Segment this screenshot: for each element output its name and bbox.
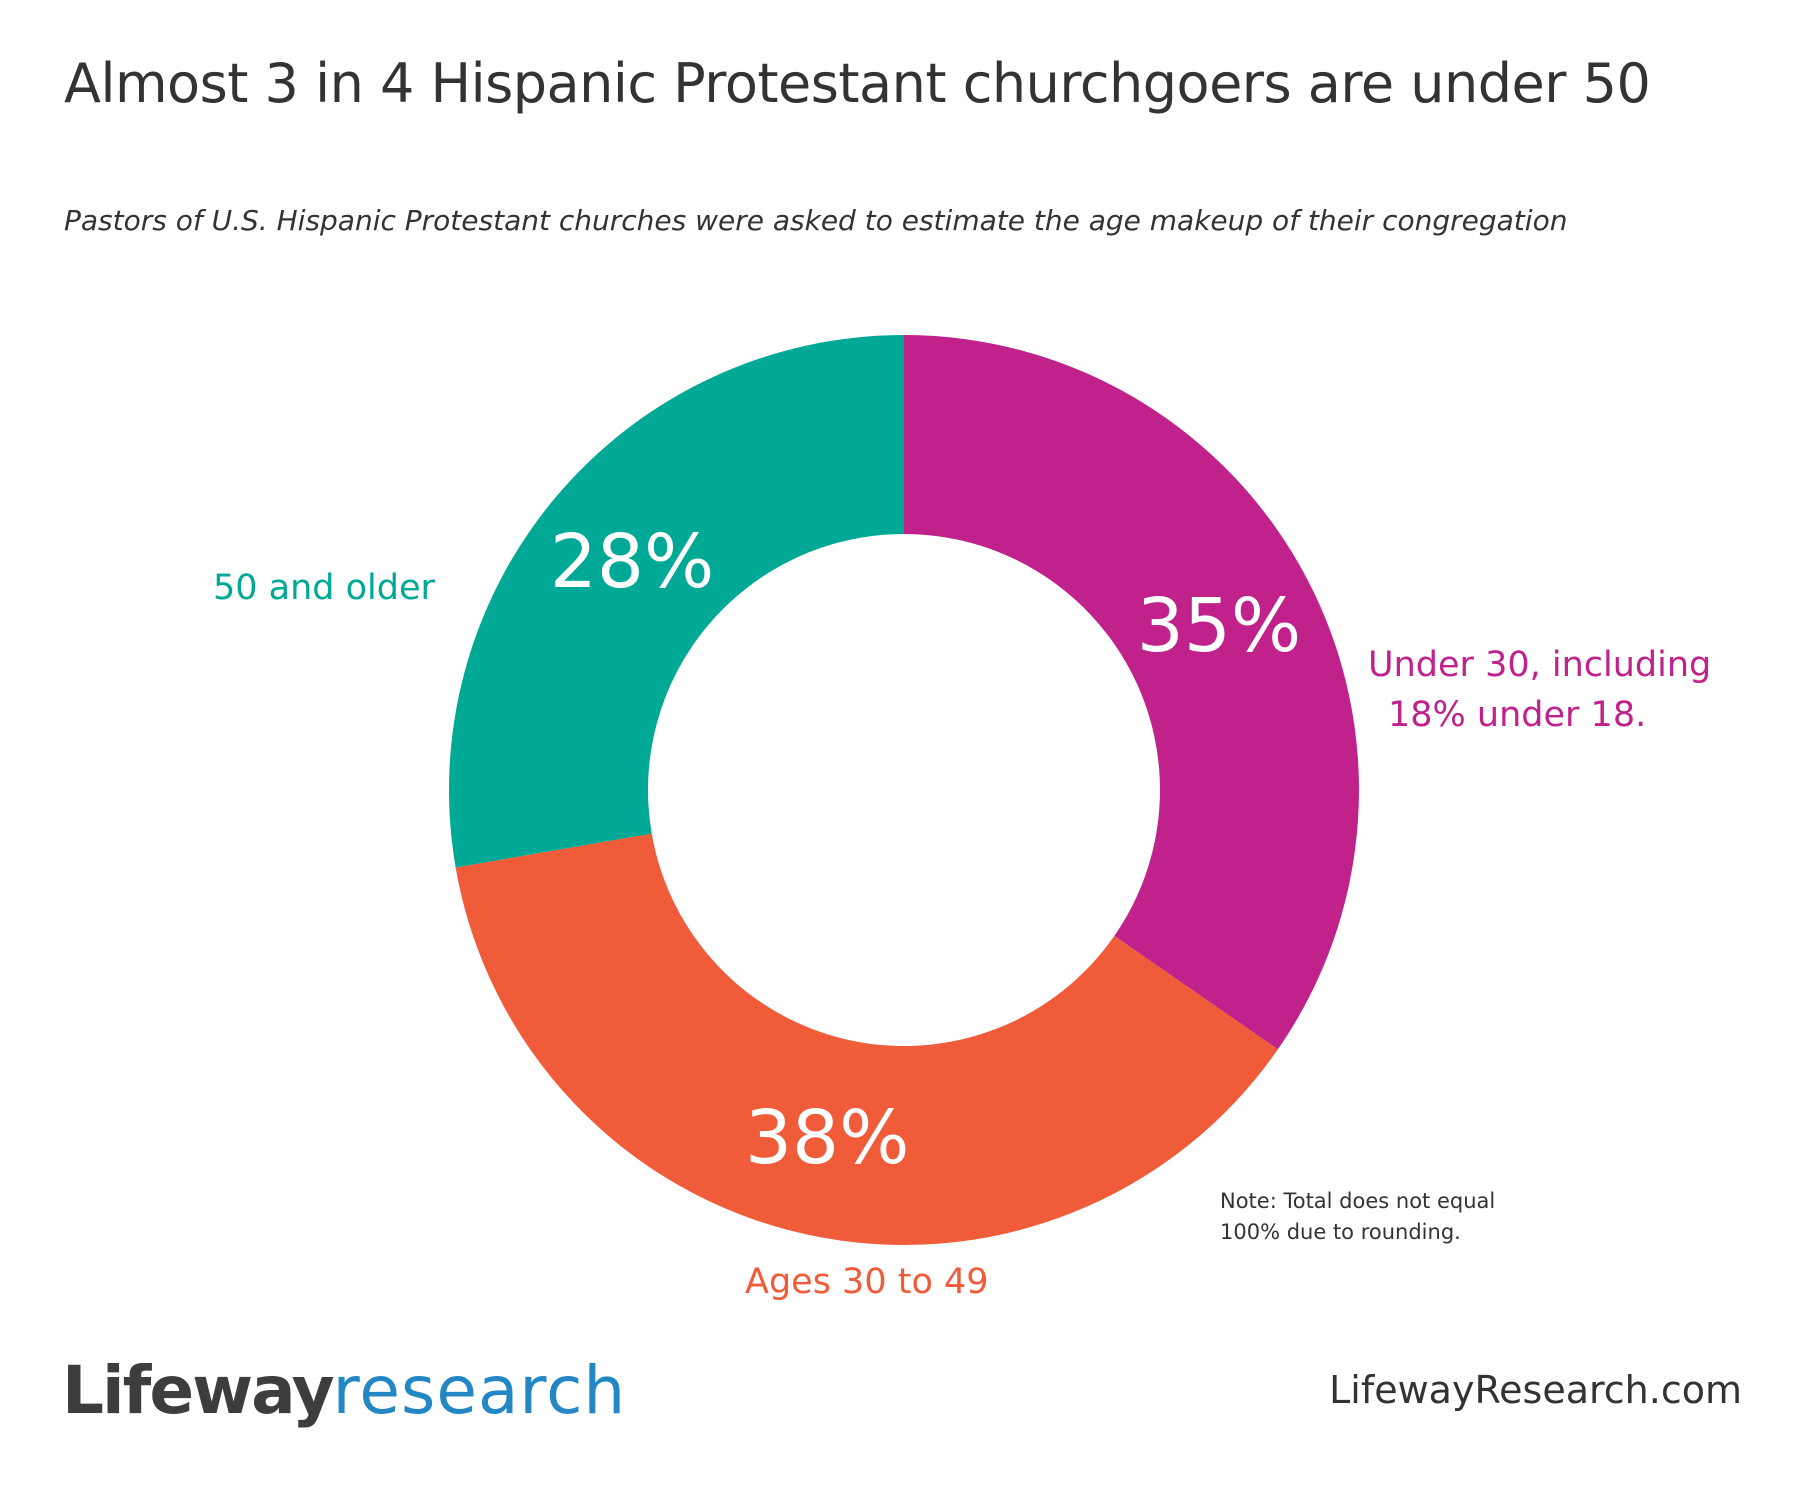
- website-url: LifewayResearch.com: [1329, 1368, 1742, 1412]
- data-label-1: 38%: [745, 1095, 909, 1181]
- chart-subtitle: Pastors of U.S. Hispanic Protestant chur…: [64, 204, 1568, 237]
- label-under-30-line1: Under 30, including: [1368, 645, 1712, 685]
- lifeway-research-logo: Lifewayresearch: [62, 1352, 626, 1429]
- data-label-0: 35%: [1137, 583, 1301, 669]
- note-line1: Note: Total does not equal: [1220, 1189, 1496, 1213]
- slice-0: [904, 335, 1359, 1050]
- logo-part2: research: [332, 1352, 627, 1429]
- label-under-30-line2: 18% under 18.: [1388, 695, 1647, 735]
- slice-2: [449, 335, 904, 868]
- label-ages-30-49: Ages 30 to 49: [745, 1262, 989, 1302]
- logo-part1: Lifeway: [62, 1352, 335, 1429]
- note-line2: 100% due to rounding.: [1220, 1220, 1461, 1244]
- label-50-and-older: 50 and older: [213, 568, 435, 608]
- chart-title: Almost 3 in 4 Hispanic Protestant church…: [64, 52, 1651, 115]
- footnote: Note: Total does not equal 100% due to r…: [1220, 1186, 1495, 1248]
- slice-1: [455, 833, 1278, 1245]
- data-label-2: 28%: [550, 519, 714, 605]
